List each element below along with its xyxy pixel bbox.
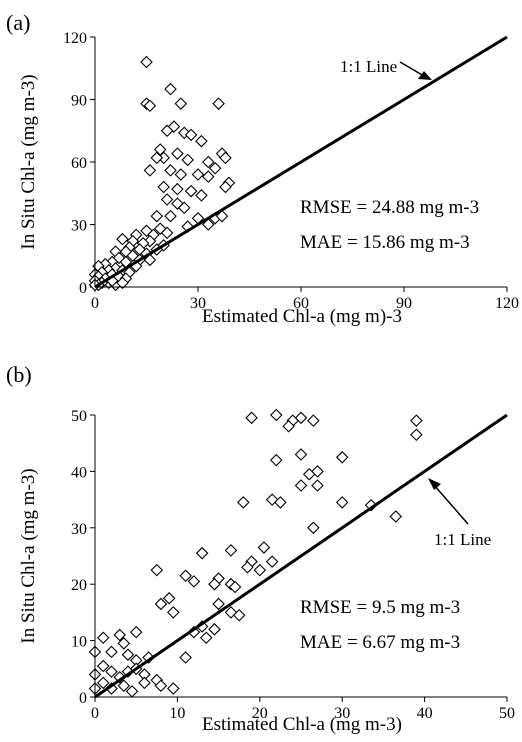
panel-a-x-label: Estimated Chl-a (mg m)-3 [202, 306, 402, 327]
data-point [106, 646, 117, 657]
panel-a-arrow [400, 62, 432, 80]
data-point [165, 84, 176, 95]
panel-a-line-label: 1:1 Line [340, 57, 397, 76]
data-point [165, 165, 176, 176]
data-point [213, 98, 224, 109]
data-point [197, 548, 208, 559]
panel-a-y-ticks: 0 30 60 90 120 [63, 30, 95, 297]
data-point [296, 449, 307, 460]
y-tick-label: 50 [71, 408, 87, 425]
panel-a-label: (a) [6, 10, 30, 35]
data-point [139, 677, 150, 688]
y-tick-label: 0 [79, 280, 87, 297]
y-tick-label: 10 [71, 634, 87, 651]
data-point [180, 652, 191, 663]
data-point [308, 522, 319, 533]
data-point [196, 136, 207, 147]
data-point [131, 627, 142, 638]
x-tick-label: 0 [91, 295, 99, 312]
data-point [151, 565, 162, 576]
panel-b-arrow [428, 478, 468, 524]
data-point [162, 194, 173, 205]
data-point [267, 556, 278, 567]
data-point [186, 186, 197, 197]
data-point [172, 184, 183, 195]
data-point [337, 452, 348, 463]
y-tick-label: 30 [71, 521, 87, 538]
panel-b-label: (b) [6, 362, 32, 387]
data-point [151, 211, 162, 222]
y-tick-label: 30 [71, 218, 87, 235]
data-point [141, 57, 152, 68]
data-point [225, 545, 236, 556]
data-point [158, 182, 169, 193]
x-tick-label: 10 [169, 705, 185, 722]
data-point [246, 412, 257, 423]
data-point [203, 171, 214, 182]
data-point [254, 565, 265, 576]
y-tick-label: 120 [63, 30, 87, 47]
x-tick-label: 0 [91, 705, 99, 722]
y-tick-label: 0 [79, 690, 87, 707]
data-point [296, 480, 307, 491]
data-point [117, 234, 128, 245]
panel-b-y-label: In Situ Chl-a (mg m-3) [18, 468, 39, 643]
data-point [201, 632, 212, 643]
data-point [175, 98, 186, 109]
panel-a-y-label: In Situ Chl-a (mg m-3) [18, 74, 39, 249]
panel-b-x-label: Estimated Chl-a (mg m-3) [202, 714, 402, 735]
data-point [168, 683, 179, 694]
x-tick-label: 120 [495, 295, 519, 312]
data-point [308, 415, 319, 426]
data-point [165, 211, 176, 222]
data-point [144, 165, 155, 176]
panel-b-points [90, 410, 422, 697]
panel-b-mae: MAE = 6.67 mg m-3 [300, 632, 460, 653]
data-point [411, 429, 422, 440]
data-point [271, 455, 282, 466]
data-point [98, 632, 109, 643]
y-tick-label: 60 [71, 155, 87, 172]
x-tick-label: 50 [499, 705, 515, 722]
panel-b-rmse: RMSE = 9.5 mg m-3 [300, 597, 460, 618]
panel-b-y-ticks: 0 10 20 30 40 50 [71, 408, 95, 707]
data-point [196, 190, 207, 201]
data-point [390, 511, 401, 522]
y-tick-label: 20 [71, 577, 87, 594]
panel-a-rmse: RMSE = 24.88 mg m-3 [300, 197, 479, 218]
panel-b-line-label: 1:1 Line [434, 530, 491, 549]
x-tick-label: 40 [417, 705, 433, 722]
y-tick-label: 40 [71, 464, 87, 481]
data-point [258, 542, 269, 553]
panel-a-points [90, 57, 235, 291]
data-point [312, 480, 323, 491]
data-point [337, 497, 348, 508]
data-point [271, 410, 282, 421]
y-tick-label: 90 [71, 93, 87, 110]
data-point [209, 624, 220, 635]
data-point [238, 497, 249, 508]
data-point [172, 148, 183, 159]
data-point [193, 169, 204, 180]
panel-a-mae: MAE = 15.86 mg m-3 [300, 232, 470, 253]
panel-a: (a) 0 30 60 90 120 0 30 60 90 120 1:1 Line RMSE … [6, 10, 519, 327]
panel-b: (b) 0 10 20 30 40 50 0 10 20 30 40 50 1:1 Line RMS… [6, 362, 515, 735]
data-point [213, 598, 224, 609]
data-point [168, 607, 179, 618]
data-point [175, 169, 186, 180]
data-point [411, 415, 422, 426]
data-point [182, 154, 193, 165]
